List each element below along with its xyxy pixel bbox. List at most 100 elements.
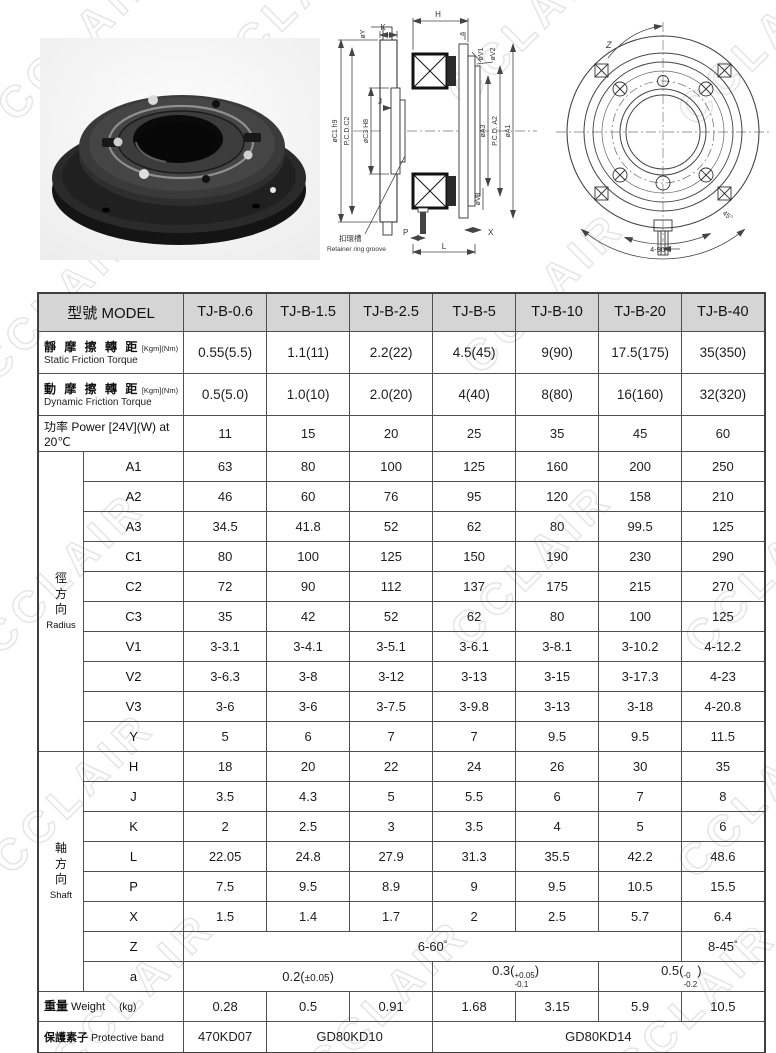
- value-cell: 18: [183, 750, 268, 782]
- model-cell: TJ-B-40: [681, 292, 766, 332]
- value-cell: 120: [515, 480, 600, 512]
- value-cell: 35.5: [515, 840, 600, 872]
- value-cell: 6-60°: [183, 930, 683, 962]
- value-cell: 125: [681, 600, 766, 632]
- value-cell: 11: [183, 414, 268, 452]
- value-cell: 80: [266, 450, 351, 482]
- row-label: 保護素子 Protective band: [37, 1020, 185, 1053]
- param-cell: K: [82, 810, 185, 842]
- value-cell: 3-3.1: [183, 630, 268, 662]
- value-cell: 3-7.5: [349, 690, 434, 722]
- value-cell: 35: [681, 750, 766, 782]
- param-cell: A2: [82, 480, 185, 512]
- value-cell: 9.5: [598, 720, 683, 752]
- value-cell: 4.3: [266, 780, 351, 812]
- value-cell: 3-4.1: [266, 630, 351, 662]
- param-row: A2 46 60 76 95 120 158 210: [38, 480, 766, 512]
- value-cell: 8: [681, 780, 766, 812]
- value-cell: 42.2: [598, 840, 683, 872]
- dim-label-j: J: [378, 97, 382, 106]
- cell-close: ): [697, 962, 702, 978]
- value-cell: 62: [432, 600, 517, 632]
- value-cell: 7: [598, 780, 683, 812]
- value-cell: 11.5: [681, 720, 766, 752]
- value-cell: 41.8: [266, 510, 351, 542]
- row-label-text: 功率 Power [24V](W) at 20℃: [44, 419, 170, 449]
- value-cell: 35(350): [681, 330, 766, 374]
- row-label: 靜 摩 擦 轉 距 [Kgm](Nm) Static Friction Torque: [37, 330, 185, 374]
- value-cell: 95: [432, 480, 517, 512]
- value-cell: 8(80): [515, 372, 600, 416]
- cross-section-svg: H K øY a øV1 øV2 øC1 h9 P.C.D.C2 øC3 H8 …: [327, 10, 537, 255]
- value-cell: 100: [349, 450, 434, 482]
- value-cell: 9.5: [515, 720, 600, 752]
- model-header-cell: 型號 MODEL: [37, 292, 185, 332]
- value-cell: 1.68: [432, 990, 517, 1022]
- value-cell: 35: [515, 414, 600, 452]
- value-cell: 9.5: [266, 870, 351, 902]
- value-cell: 5: [183, 720, 268, 752]
- cell-tolerance-stack: +0.05 -0.1: [515, 971, 535, 990]
- value-cell: 0.55(5.5): [183, 330, 268, 374]
- value-cell: 4.5(45): [432, 330, 517, 374]
- dim-label-x: X: [488, 228, 494, 237]
- cell-text: 0.2(: [282, 968, 305, 984]
- value-cell: 158: [598, 480, 683, 512]
- product-photo: [40, 38, 320, 260]
- value-cell: 32(320): [681, 372, 766, 416]
- value-cell: 80: [183, 540, 268, 572]
- param-row: 軸方向 Shaft H 18 20 22 24 26 30 35: [37, 750, 766, 992]
- param-row: L 22.05 24.8 27.9 31.3 35.5 42.2 48.6: [38, 840, 766, 872]
- value-cell: 20: [266, 750, 351, 782]
- model-cell: TJ-B-0.6: [183, 292, 268, 332]
- value-cell: 15.5: [681, 870, 766, 902]
- row-label-en: Dynamic Friction Torque: [44, 397, 152, 408]
- value-cell: 80: [515, 510, 600, 542]
- row-label-zh-text: 動 摩 擦 轉 距: [44, 382, 140, 396]
- retainer-groove-label-zh: 扣環槽: [339, 233, 362, 243]
- value-cell: 3.15: [515, 990, 600, 1022]
- group-label-char: 向: [54, 872, 67, 887]
- value-cell: 3-15: [515, 660, 600, 692]
- value-cell: 3-13: [432, 660, 517, 692]
- param-cell: P: [82, 870, 185, 902]
- clutch-body: [52, 95, 306, 245]
- param-cell: Y: [82, 720, 185, 752]
- value-cell: 7: [432, 720, 517, 752]
- value-cell: 6: [515, 780, 600, 812]
- dim-label-ov3: øV3: [475, 192, 482, 205]
- param-cell: C1: [82, 540, 185, 572]
- dim-label-45deg: 45°: [721, 209, 734, 222]
- value-cell: 3-18: [598, 690, 683, 722]
- value-cell: 1.1(11): [266, 330, 351, 374]
- dim-label-l: L: [442, 242, 447, 251]
- torque-row: 靜 摩 擦 轉 距 [Kgm](Nm) Static Friction Torque…: [37, 330, 766, 374]
- dim-label-oy: øY: [360, 29, 367, 38]
- param-row: C1 80 100 125 150 190 230 290: [38, 540, 766, 572]
- value-cell: 5.9: [598, 990, 683, 1022]
- value-cell: GD80KD10: [266, 1020, 434, 1053]
- value-cell: 34.5: [183, 510, 268, 542]
- value-cell: 160: [515, 450, 600, 482]
- param-row: a 0.2(±0.05) 0.3(+0.05 -0.1) 0.5(-0 -0.2): [38, 960, 766, 992]
- value-cell: 3.5: [432, 810, 517, 842]
- torque-row: 動 摩 擦 轉 距 [Kgm](Nm) Dynamic Friction Torqu…: [37, 372, 766, 416]
- group-label-char: 徑: [54, 571, 67, 586]
- param-row: V1 3-3.1 3-4.1 3-5.1 3-6.1 3-8.1 3-10.2 4-12.2: [38, 630, 766, 662]
- value-cell: 137: [432, 570, 517, 602]
- value-cell: 4: [515, 810, 600, 842]
- value-cell: 35: [183, 600, 268, 632]
- param-row: A3 34.5 41.8 52 62 80 99.5 125: [38, 510, 766, 542]
- value-cell: 8.9: [349, 870, 434, 902]
- value-cell: 30: [598, 750, 683, 782]
- value-cell: 1.7: [349, 900, 434, 932]
- dim-label-oa1: øA1: [505, 124, 512, 137]
- cell-text: GD80KD10: [316, 1029, 383, 1045]
- value-cell: 3-6: [183, 690, 268, 722]
- dim-label-p: P: [403, 228, 408, 237]
- value-cell: 22.05: [183, 840, 268, 872]
- value-cell: 15: [266, 414, 351, 452]
- value-cell: 2.5: [515, 900, 600, 932]
- value-cell: 2.5: [266, 810, 351, 842]
- value-cell: 4-23: [681, 660, 766, 692]
